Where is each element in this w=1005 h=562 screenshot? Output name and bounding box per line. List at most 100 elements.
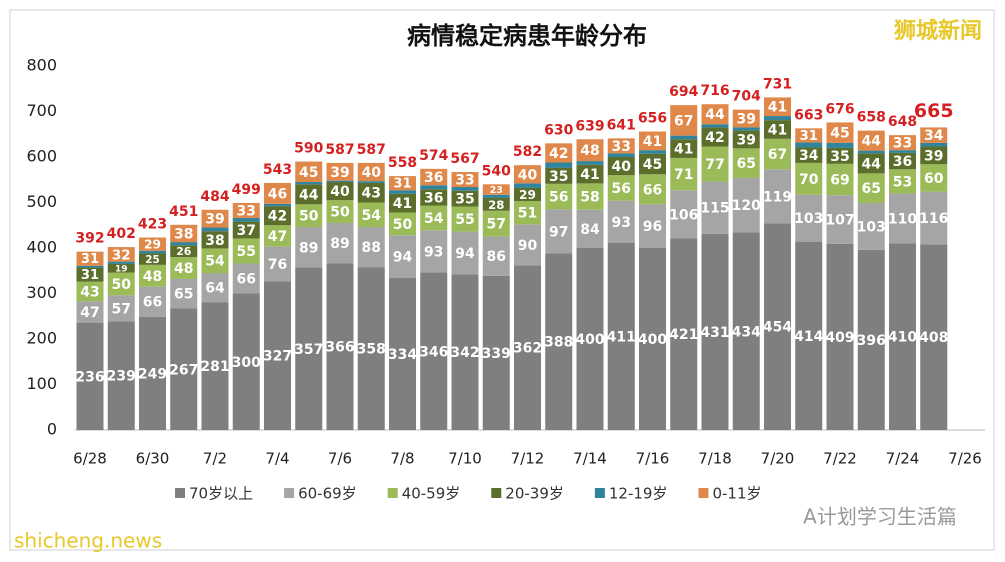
bar-segment	[732, 109, 760, 128]
bar-segment	[889, 193, 916, 244]
data-label: 55	[237, 244, 256, 260]
data-label: 39	[205, 212, 224, 228]
bar-segment	[76, 267, 104, 282]
data-label: 47	[268, 229, 287, 245]
bar-segment	[826, 195, 854, 244]
bar-segment	[514, 165, 541, 184]
bar-segment	[670, 190, 698, 239]
data-label: 41	[580, 167, 599, 183]
bar-segment	[264, 206, 291, 226]
bar-segment	[295, 267, 323, 430]
data-label: 65	[862, 181, 881, 197]
data-label: 58	[580, 190, 599, 206]
bar-segment	[232, 238, 260, 264]
bar-segment	[889, 135, 916, 151]
data-label: 40	[362, 165, 382, 181]
bar-segment	[545, 167, 573, 184]
data-label: 29	[144, 238, 161, 252]
data-label: 31	[81, 268, 99, 283]
bar-segment	[326, 263, 354, 430]
data-label: 400	[575, 332, 604, 348]
bar-segment	[139, 253, 166, 265]
bar-segment	[326, 162, 354, 181]
data-label: 90	[518, 238, 538, 254]
bar-segment	[607, 175, 635, 201]
bar-segment	[607, 242, 635, 430]
data-label: 346	[419, 344, 448, 360]
bar-segment	[232, 263, 260, 294]
bar-segment	[451, 274, 479, 430]
data-label: 97	[549, 224, 568, 240]
bar-segment	[795, 162, 823, 195]
chart-title: 病情稳定病患年龄分布	[407, 22, 647, 50]
bar-segment	[357, 267, 385, 430]
data-label: 44	[705, 107, 725, 123]
bar-segment	[76, 251, 104, 266]
data-label: 88	[362, 240, 381, 256]
bar-segment	[451, 187, 479, 191]
data-label: 44	[862, 134, 882, 150]
bar-segment	[514, 201, 541, 225]
data-label: 76	[268, 257, 287, 273]
data-label: 342	[450, 345, 479, 361]
bar-segment	[764, 169, 791, 224]
data-label: 39	[737, 112, 756, 128]
bar-segment	[107, 263, 135, 273]
data-label: 106	[669, 207, 698, 223]
data-label: 431	[700, 325, 729, 341]
bar-segment	[76, 281, 104, 302]
data-label: 94	[393, 250, 413, 266]
total-label: 704	[732, 89, 761, 105]
data-label: 50	[112, 277, 132, 293]
data-label: 400	[638, 332, 667, 348]
data-label: 29	[519, 188, 536, 202]
bar-segment	[732, 148, 760, 178]
bar-segment	[607, 153, 635, 157]
x-tick-label: 6/28	[73, 450, 107, 468]
bar-segment	[389, 193, 416, 213]
data-label: 69	[830, 173, 849, 189]
y-tick-label: 400	[26, 238, 57, 257]
bar-segment	[920, 146, 948, 165]
data-label: 60	[924, 171, 944, 187]
bar-segment	[639, 204, 666, 248]
data-label: 66	[237, 271, 256, 287]
data-label: 37	[237, 223, 256, 239]
legend-swatch	[698, 488, 709, 498]
data-label: 56	[549, 190, 568, 206]
data-label: 45	[299, 165, 318, 181]
data-label: 25	[145, 254, 159, 266]
bar-segment	[639, 174, 666, 205]
bar-segment	[576, 139, 604, 162]
bar-segment	[107, 321, 135, 430]
data-label: 421	[669, 327, 698, 343]
total-label: 499	[232, 182, 261, 198]
bar-segment	[76, 322, 104, 430]
bar-segment	[482, 236, 510, 276]
total-label: 639	[575, 118, 604, 134]
y-tick-label: 700	[26, 101, 57, 120]
y-tick-label: 600	[26, 147, 57, 166]
bar-segment	[576, 164, 604, 184]
bar-segment	[639, 248, 666, 430]
data-label: 32	[112, 247, 131, 263]
bar-segment	[732, 130, 760, 149]
total-label: 665	[914, 100, 954, 122]
data-label: 67	[768, 147, 787, 163]
bar-segment	[201, 273, 229, 303]
total-label: 582	[513, 144, 542, 160]
data-label: 84	[580, 222, 600, 238]
bar-segment	[107, 261, 135, 264]
bar-segment	[670, 238, 698, 430]
total-label: 484	[200, 189, 229, 205]
bar-segment	[670, 105, 698, 136]
bar-segment	[764, 120, 791, 139]
y-tick-label: 100	[26, 374, 57, 393]
data-label: 39	[330, 165, 349, 181]
data-label: 55	[455, 212, 474, 228]
bar-segment	[451, 231, 479, 275]
data-label: 281	[200, 359, 229, 375]
bar-segment	[389, 235, 416, 279]
bar-segment	[514, 187, 541, 202]
data-label: 249	[138, 366, 167, 382]
